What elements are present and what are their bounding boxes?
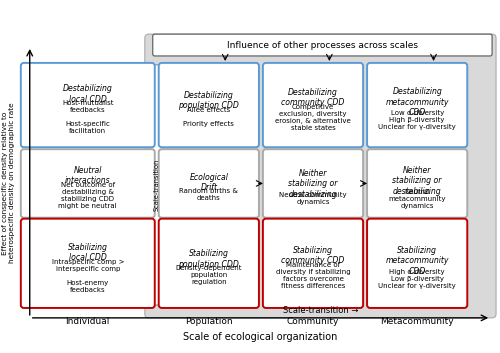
Text: Allee effects

Priority effects: Allee effects Priority effects	[184, 107, 234, 127]
Text: Low α-diversity
High β-diversity
Unclear for γ-diversity: Low α-diversity High β-diversity Unclear…	[378, 110, 456, 130]
Text: Population: Population	[185, 317, 232, 326]
Text: Metacommunity: Metacommunity	[380, 317, 454, 326]
Text: Density-dependent
population
regulation: Density-dependent population regulation	[176, 265, 242, 285]
Text: Net outcome of
destabilizing &
stabilizing CDD
might be neutral: Net outcome of destabilizing & stabilizi…	[58, 182, 117, 209]
FancyBboxPatch shape	[21, 219, 155, 308]
Text: Neutral community
dynamics: Neutral community dynamics	[279, 192, 347, 205]
Text: Maintenance of
diversity if stabilizing
factors overcome
fitness differences: Maintenance of diversity if stabilizing …	[276, 262, 350, 289]
Text: Stabilizing
population CDD: Stabilizing population CDD	[178, 249, 240, 269]
FancyBboxPatch shape	[367, 219, 468, 308]
FancyBboxPatch shape	[145, 34, 496, 318]
Text: Scale of ecological organization: Scale of ecological organization	[182, 332, 337, 342]
Text: Host-mutualist
feedbacks

Host-specific
facilitation: Host-mutualist feedbacks Host-specific f…	[62, 100, 114, 134]
FancyBboxPatch shape	[263, 219, 363, 308]
FancyBboxPatch shape	[158, 219, 259, 308]
Text: Community: Community	[287, 317, 339, 326]
Text: Stabilizing
local CDD: Stabilizing local CDD	[68, 243, 108, 262]
Text: Destabilizing
local CDD: Destabilizing local CDD	[63, 84, 112, 104]
Text: Influence of other processes across scales: Influence of other processes across scal…	[227, 41, 418, 49]
Text: High α-diversity
Low β-diversity
Unclear for γ-diversity: High α-diversity Low β-diversity Unclear…	[378, 269, 456, 288]
Text: Random births &
deaths: Random births & deaths	[180, 189, 238, 202]
Text: Neutral
interactions: Neutral interactions	[65, 166, 110, 185]
FancyBboxPatch shape	[153, 34, 492, 56]
FancyBboxPatch shape	[158, 63, 259, 147]
FancyBboxPatch shape	[21, 149, 155, 218]
Text: Neither
stabilizing or
destabilizing: Neither stabilizing or destabilizing	[392, 166, 442, 196]
Text: Individual: Individual	[66, 317, 110, 326]
FancyBboxPatch shape	[263, 63, 363, 147]
Text: Stabilizing
metacommunity
CDD: Stabilizing metacommunity CDD	[386, 246, 449, 275]
FancyBboxPatch shape	[21, 63, 155, 147]
Text: Stabilizing
community CDD: Stabilizing community CDD	[282, 246, 344, 265]
Text: Destabilizing
community CDD: Destabilizing community CDD	[282, 88, 344, 107]
Text: Ecological
Drift: Ecological Drift	[190, 173, 228, 192]
Text: Competitive
exclusion, diversity
erosion, & alternative
stable states: Competitive exclusion, diversity erosion…	[275, 103, 351, 131]
Text: 0: 0	[21, 179, 27, 188]
FancyBboxPatch shape	[158, 149, 259, 218]
FancyBboxPatch shape	[367, 63, 468, 147]
FancyBboxPatch shape	[367, 149, 468, 218]
Text: Neutral
metacommunity
dynamics: Neutral metacommunity dynamics	[388, 189, 446, 209]
Text: Effect of conspecific density relative to
heterospecific density on demographic : Effect of conspecific density relative t…	[2, 103, 16, 263]
Text: Scale-transition →: Scale-transition →	[283, 306, 358, 316]
Text: Neither
stabilizing or
destabilizing: Neither stabilizing or destabilizing	[288, 169, 338, 199]
Text: Scale-transition: Scale-transition	[153, 159, 159, 211]
Text: Intraspecific comp >
interspecific comp

Host-enemy
feedbacks: Intraspecific comp > interspecific comp …	[52, 259, 124, 293]
Text: Destabilizing
population CDD: Destabilizing population CDD	[178, 91, 240, 110]
FancyBboxPatch shape	[150, 65, 162, 305]
FancyBboxPatch shape	[263, 149, 363, 218]
Text: Destabilizing
metacommunity
CDD: Destabilizing metacommunity CDD	[386, 88, 449, 117]
